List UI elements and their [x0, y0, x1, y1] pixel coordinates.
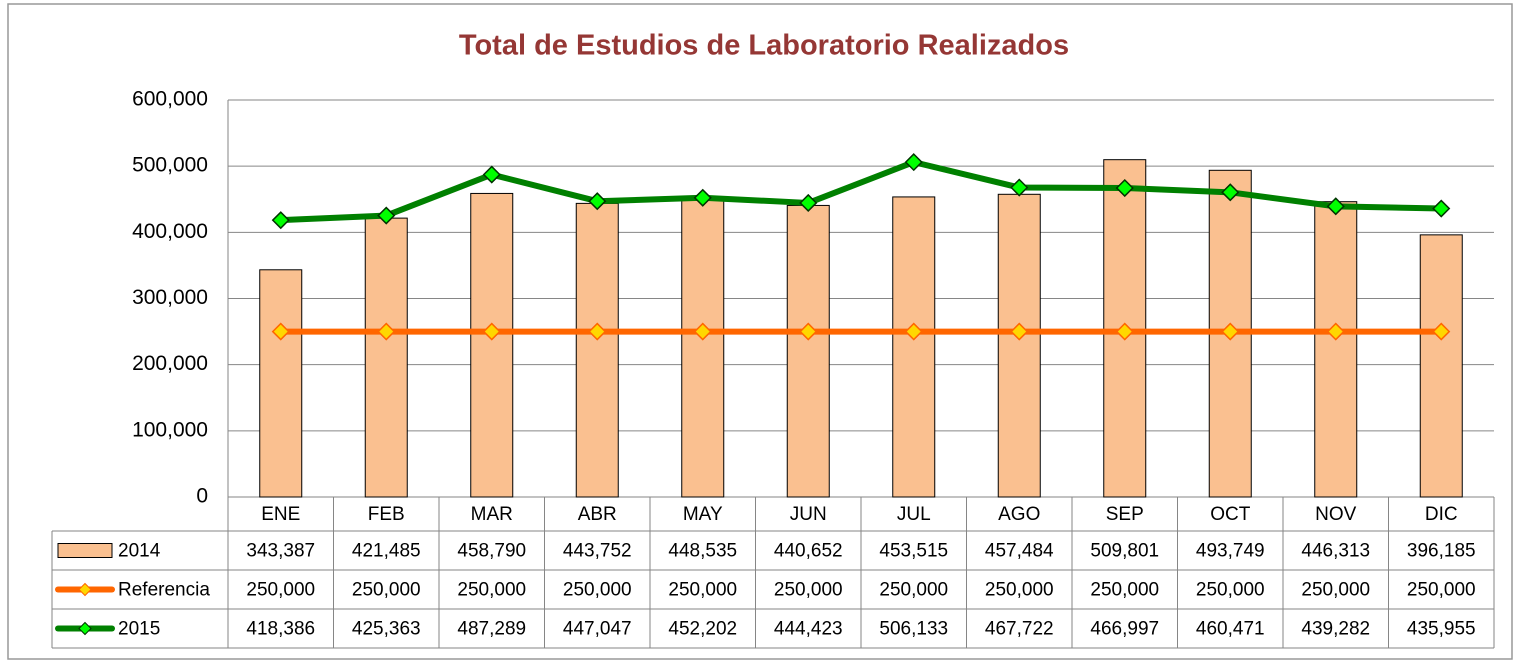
x-tick-label: OCT — [1210, 504, 1251, 525]
table-value: 343,387 — [246, 541, 315, 562]
x-tick-label: ENE — [261, 504, 300, 525]
x-tick-label: JUN — [790, 504, 827, 525]
x-tick-label: FEB — [368, 504, 405, 525]
table-value: 396,185 — [1407, 541, 1476, 562]
bar — [786, 204, 830, 498]
table-value: 453,515 — [879, 541, 948, 562]
x-tick-label: MAR — [471, 504, 513, 525]
x-tick-label: JUL — [897, 504, 931, 525]
bar — [681, 199, 725, 498]
legend-label: 2015 — [118, 619, 160, 640]
table-value: 457,484 — [985, 541, 1054, 562]
table-value: 467,722 — [985, 619, 1054, 640]
marker — [693, 188, 712, 207]
table-value: 250,000 — [563, 580, 632, 601]
x-tick-label: SEP — [1106, 504, 1144, 525]
marker — [588, 192, 607, 211]
table-value: 452,202 — [668, 619, 737, 640]
table-value: 509,801 — [1090, 541, 1159, 562]
marker — [1432, 322, 1451, 341]
table-value: 440,652 — [774, 541, 843, 562]
table-value: 250,000 — [668, 580, 737, 601]
legend-marker — [78, 582, 92, 597]
marker — [1010, 178, 1029, 197]
legend-label: 2014 — [118, 541, 161, 562]
table-value: 250,000 — [774, 580, 843, 601]
table-value: 425,363 — [352, 619, 421, 640]
y-tick-label: 0 — [196, 485, 208, 508]
table-value: 487,289 — [457, 619, 526, 640]
bar — [575, 202, 619, 498]
legend-label: Referencia — [118, 580, 210, 601]
marker — [693, 322, 712, 341]
table-value: 466,997 — [1090, 619, 1159, 640]
marker — [588, 322, 607, 341]
table-value: 435,955 — [1407, 619, 1476, 640]
x-tick-label: ABR — [578, 504, 617, 525]
marker — [1115, 322, 1134, 341]
table-value: 418,386 — [246, 619, 315, 640]
marker — [1221, 322, 1240, 341]
x-tick-label: DIC — [1425, 504, 1458, 525]
y-tick-label: 300,000 — [132, 286, 208, 309]
table-value: 446,313 — [1301, 541, 1370, 562]
table-value: 250,000 — [457, 580, 526, 601]
marker — [1010, 322, 1029, 341]
marker — [271, 322, 290, 341]
marker — [904, 153, 923, 172]
bar — [364, 217, 408, 498]
marker — [799, 322, 818, 341]
marker — [1115, 178, 1134, 198]
marker — [904, 322, 923, 341]
marker — [1432, 199, 1451, 218]
y-tick-label: 400,000 — [132, 220, 208, 243]
table-value: 250,000 — [1196, 580, 1265, 601]
marker — [377, 322, 396, 341]
table-value: 250,000 — [1301, 580, 1370, 601]
table-value: 250,000 — [1407, 580, 1476, 601]
marker — [799, 193, 818, 213]
bar — [1314, 201, 1358, 498]
marker — [1326, 322, 1345, 341]
bar — [1419, 234, 1463, 498]
table-value: 439,282 — [1301, 619, 1370, 640]
table-value: 421,485 — [352, 541, 421, 562]
legend-marker — [78, 621, 92, 636]
x-tick-label: MAY — [683, 504, 723, 525]
bar — [997, 193, 1041, 498]
bar — [470, 192, 514, 498]
table-value: 447,047 — [563, 619, 632, 640]
table-value: 444,423 — [774, 619, 843, 640]
marker — [271, 211, 290, 230]
y-tick-label: 500,000 — [132, 154, 208, 177]
legend-swatch — [57, 543, 113, 558]
line — [280, 159, 1442, 224]
chart-title: Total de Estudios de Laboratorio Realiza… — [459, 30, 1069, 62]
y-tick-label: 200,000 — [132, 352, 208, 375]
bar — [892, 196, 936, 498]
table-value: 250,000 — [246, 580, 315, 601]
table-value: 506,133 — [879, 619, 948, 640]
marker — [377, 206, 396, 225]
y-tick-label: 100,000 — [132, 418, 208, 441]
bar — [259, 269, 303, 498]
marker — [1221, 183, 1240, 202]
x-tick-label: NOV — [1315, 504, 1357, 525]
marker — [482, 322, 501, 341]
x-tick-label: AGO — [998, 504, 1040, 525]
table-value: 443,752 — [563, 541, 632, 562]
marker — [482, 165, 501, 184]
table-value: 250,000 — [985, 580, 1054, 601]
marker — [1326, 197, 1345, 216]
table-value: 493,749 — [1196, 541, 1265, 562]
table-value: 250,000 — [1090, 580, 1159, 601]
table-value: 460,471 — [1196, 619, 1265, 640]
table-value: 448,535 — [668, 541, 737, 562]
y-tick-label: 600,000 — [132, 88, 208, 111]
table-value: 250,000 — [879, 580, 948, 601]
table-value: 250,000 — [352, 580, 421, 601]
table-value: 458,790 — [457, 541, 526, 562]
